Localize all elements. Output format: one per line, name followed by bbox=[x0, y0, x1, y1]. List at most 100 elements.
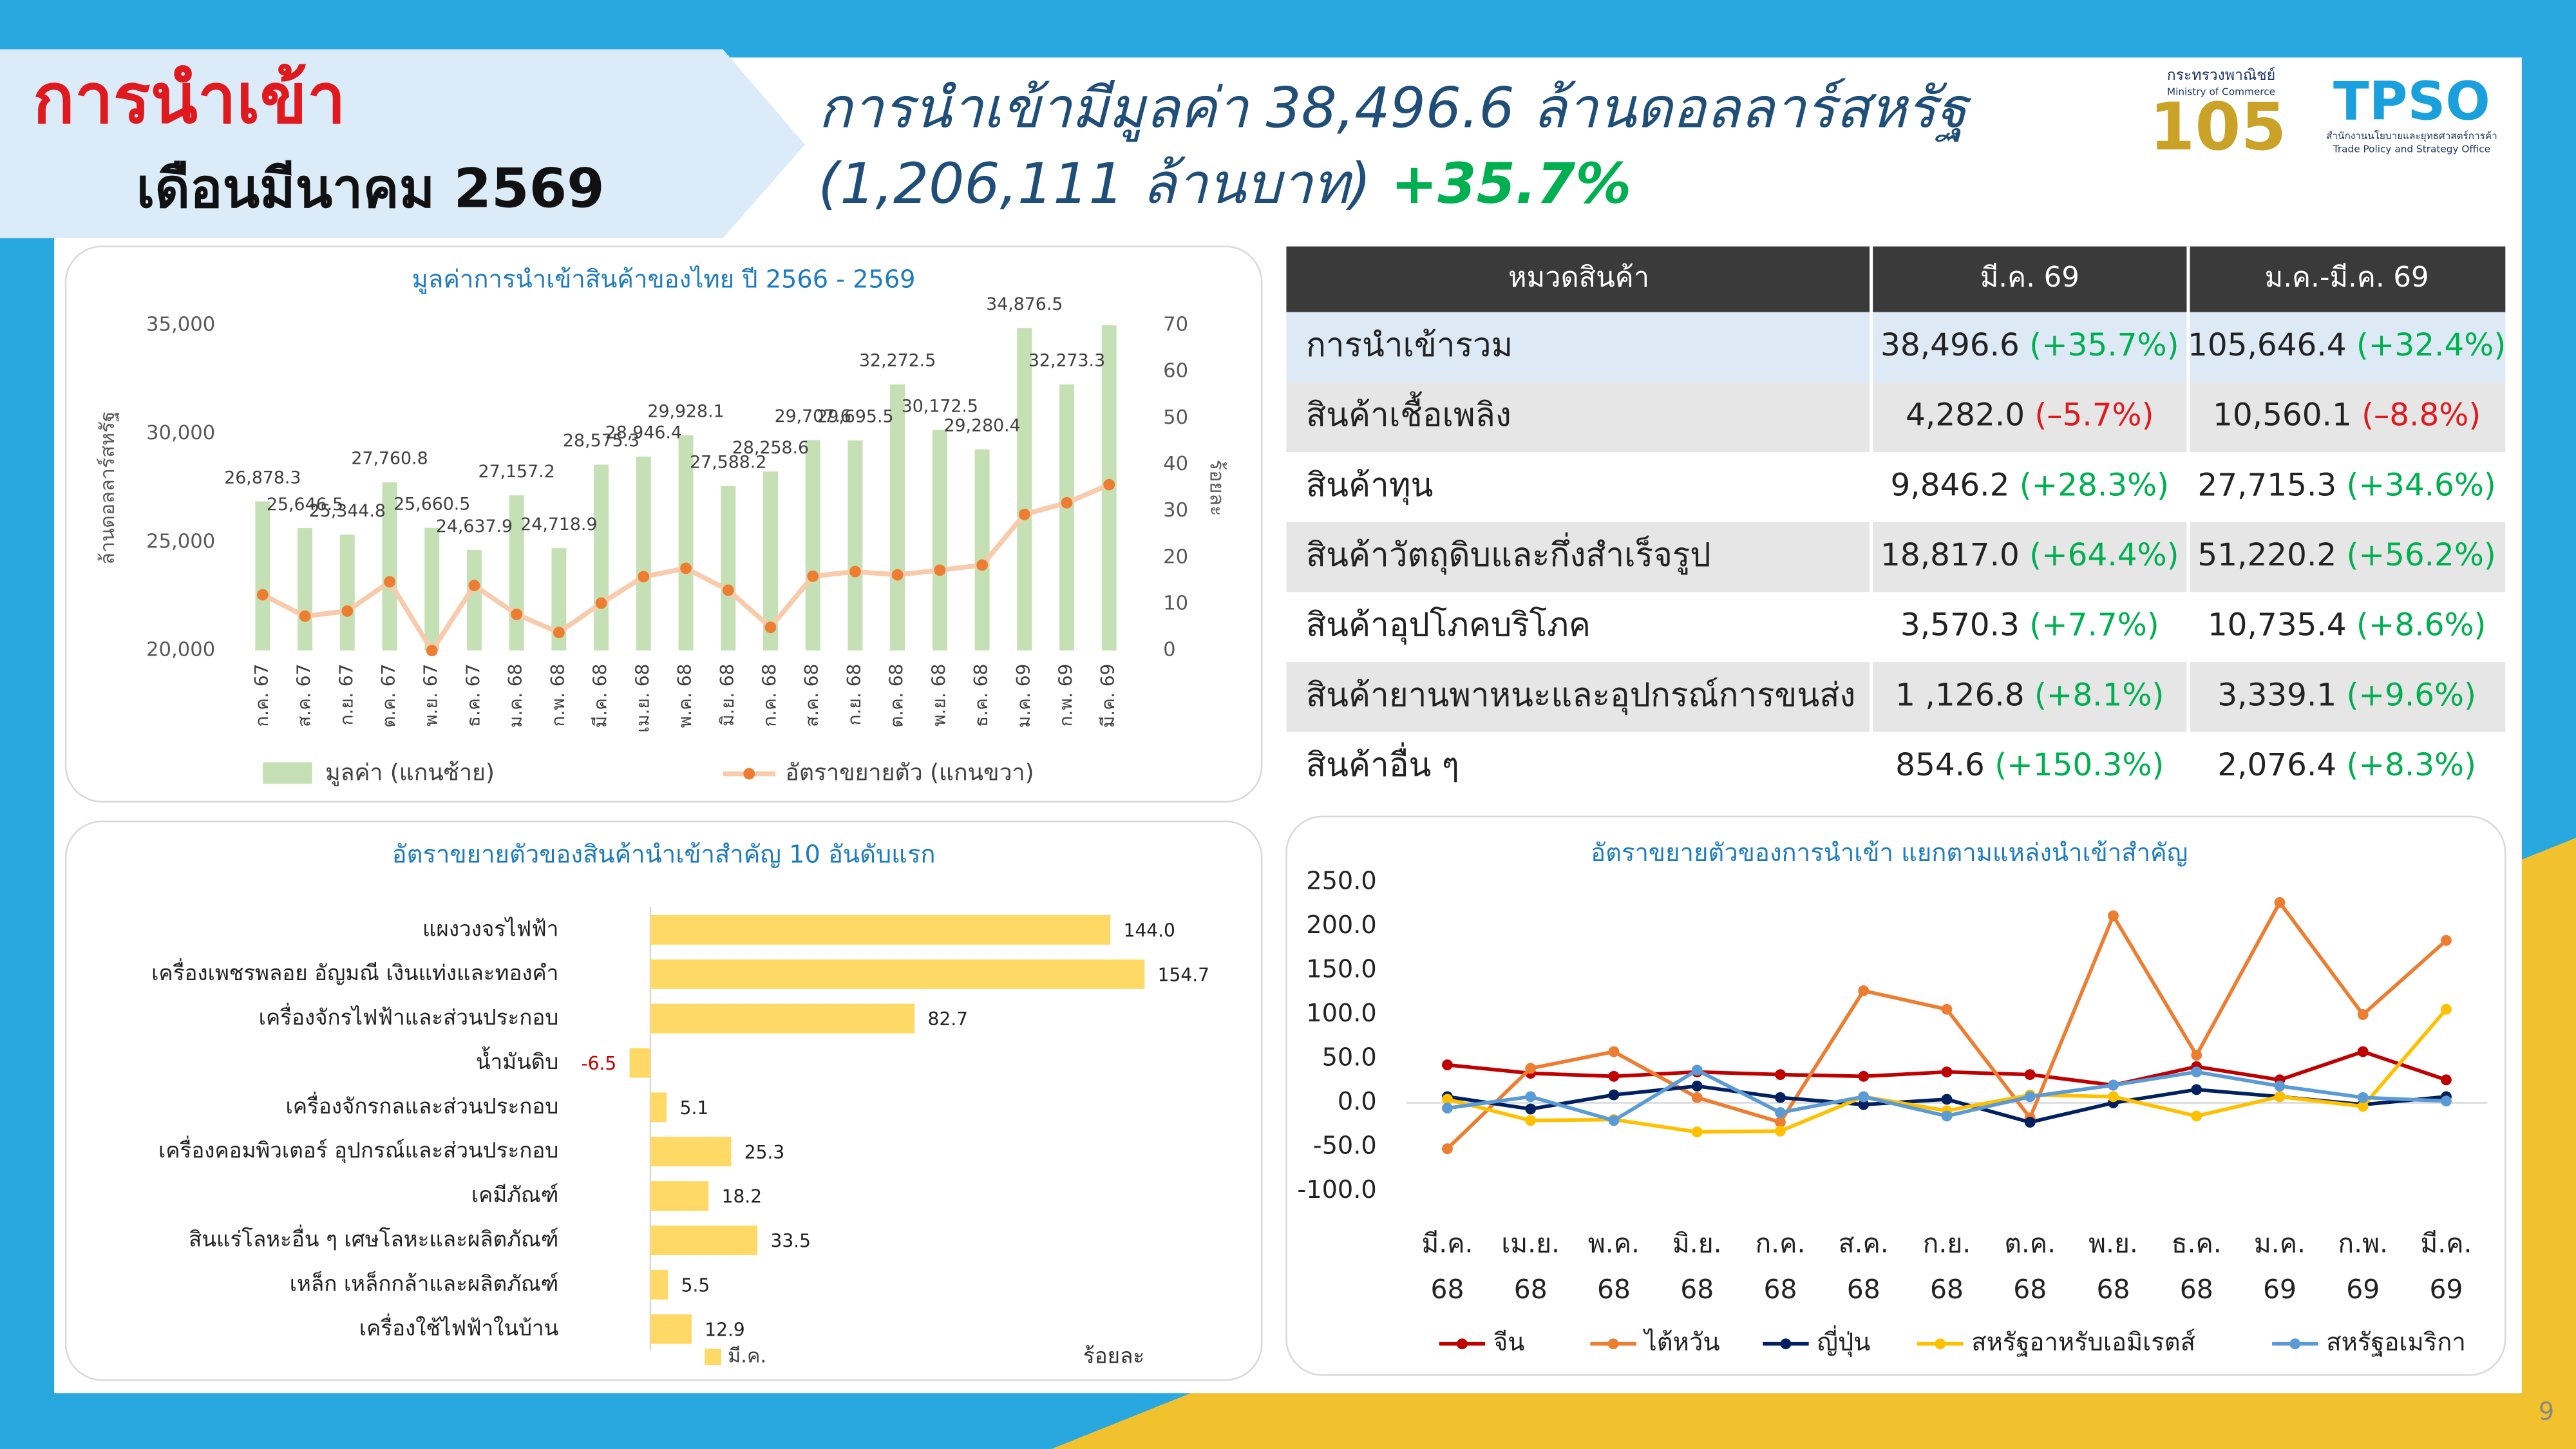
growth-point bbox=[1103, 478, 1115, 491]
growth-point bbox=[934, 564, 946, 576]
table-header-cell: มี.ค. 69 bbox=[1980, 261, 2079, 294]
series-point bbox=[1691, 1092, 1703, 1103]
legend-swatch bbox=[263, 762, 312, 784]
x-tick-label: ก.ค. 68 bbox=[1755, 1228, 1805, 1305]
table-cell: การนำเข้ารวม bbox=[1306, 327, 1513, 365]
category-label: สินแร่โลหะอื่น ๆ เศษโลหะและผลิตภัณฑ์ bbox=[189, 1225, 558, 1252]
bar-value-label: 27,760.8 bbox=[351, 449, 428, 469]
series-point bbox=[1442, 1059, 1453, 1070]
cell-growth: (+64.4%) bbox=[2029, 537, 2179, 573]
category-label: เครื่องคอมพิวเตอร์ อุปกรณ์และส่วนประกอบ bbox=[158, 1136, 558, 1164]
cell-growth: (–8.8%) bbox=[2362, 397, 2481, 433]
x-tick-label: ก.พ. 69 bbox=[2338, 1228, 2388, 1305]
table-row-bg bbox=[1286, 662, 2506, 732]
table-row-bg bbox=[1286, 592, 2506, 663]
chart3-panel bbox=[1285, 815, 2506, 1376]
chart1-panel bbox=[64, 245, 1263, 803]
x-tick-label: ธ.ค. 68 bbox=[971, 664, 992, 727]
tpso-th: สำนักงานนโยบายและยุทธศาสตร์การค้า bbox=[2326, 130, 2497, 142]
bar-value-label: 5.1 bbox=[680, 1097, 709, 1119]
y2-tick-label: 20 bbox=[1163, 545, 1188, 568]
series-point bbox=[1775, 1107, 1786, 1118]
y2-tick-label: 40 bbox=[1163, 453, 1188, 475]
series-point bbox=[1608, 1115, 1620, 1126]
y-tick-label: 20,000 bbox=[146, 639, 215, 661]
series-point bbox=[2108, 910, 2119, 922]
y-tick-label: 35,000 bbox=[146, 314, 215, 336]
headline: การนำเข้ามีมูลค่า 38,496.6 ล้านดอลลาร์สห… bbox=[818, 75, 1972, 142]
x-tick-label: มี.ค. 69 bbox=[2420, 1228, 2472, 1305]
series-point bbox=[1775, 1117, 1786, 1128]
table-cell: 9,846.2 (+28.3%) bbox=[1890, 467, 2169, 503]
table-row-bg bbox=[1286, 452, 2506, 522]
legend-swatch bbox=[1456, 1338, 1468, 1350]
table-cell: 10,560.1 (–8.8%) bbox=[2213, 397, 2481, 433]
table-cell: 10,735.4 (+8.6%) bbox=[2208, 607, 2486, 643]
series-point bbox=[2108, 1091, 2119, 1103]
cell-value: 27,715.3 bbox=[2197, 467, 2336, 503]
cell-value: 9,846.2 bbox=[1890, 467, 2009, 503]
cell-growth: (+56.2%) bbox=[2347, 537, 2496, 573]
table-cell: 105,646.4 (+32.4%) bbox=[2188, 327, 2506, 363]
legend-label: ไต้หวัน bbox=[1643, 1328, 1720, 1357]
table-cell: สินค้ายานพาหนะและอุปกรณ์การขนส่ง bbox=[1306, 676, 1855, 715]
bar-value-label: 25,646.5 bbox=[267, 495, 343, 515]
legend-label: สหรัฐอเมริกา bbox=[2326, 1328, 2466, 1357]
bar bbox=[298, 528, 313, 651]
series-point bbox=[2357, 1046, 2369, 1057]
y-tick-label: 250.0 bbox=[1306, 866, 1377, 895]
x-tick-label: พ.ค. 68 bbox=[674, 664, 696, 728]
category-label: เครื่องจักรกลและส่วนประกอบ bbox=[286, 1092, 559, 1119]
series-point bbox=[1858, 1091, 1870, 1103]
bar bbox=[721, 486, 736, 651]
y-tick-label: 200.0 bbox=[1306, 911, 1377, 940]
bar bbox=[650, 1226, 758, 1255]
x-tick-label: มิ.ย. 68 bbox=[1672, 1228, 1722, 1305]
x-axis-title: ร้อยละ bbox=[1083, 1343, 1144, 1368]
series-point bbox=[1941, 1094, 1953, 1105]
x-tick-label: เม.ย. 68 bbox=[1501, 1228, 1560, 1305]
cell-growth: (+8.6%) bbox=[2356, 607, 2486, 643]
y2-axis-title: ร้อยละ bbox=[1205, 460, 1227, 516]
series-point bbox=[2441, 934, 2452, 946]
series-point bbox=[1941, 1110, 1953, 1122]
bar bbox=[650, 1092, 667, 1122]
growth-point bbox=[511, 608, 523, 620]
y-tick-label: 25,000 bbox=[146, 530, 215, 553]
bar-value-label: -6.5 bbox=[582, 1053, 617, 1074]
y2-tick-label: 60 bbox=[1163, 360, 1188, 383]
y2-tick-label: 0 bbox=[1163, 639, 1175, 661]
y2-tick-label: 50 bbox=[1163, 406, 1188, 429]
bar bbox=[1059, 384, 1075, 651]
bar bbox=[466, 550, 482, 651]
cell-value: 105,646.4 bbox=[2188, 327, 2347, 363]
series-point bbox=[2441, 1095, 2452, 1107]
bar bbox=[678, 435, 694, 651]
legend-label: มี.ค. bbox=[728, 1345, 766, 1368]
x-tick-label: ก.พ. 68 bbox=[547, 664, 569, 727]
bars bbox=[255, 325, 1117, 651]
cell-growth: (+9.6%) bbox=[2347, 677, 2477, 713]
legend-swatch bbox=[743, 768, 755, 780]
series-point bbox=[1442, 1094, 1453, 1105]
tpso-en: Trade Policy and Strategy Office bbox=[2333, 144, 2490, 155]
series-point bbox=[1941, 1066, 1953, 1077]
chart3-title: อัตราขยายตัวของการนำเข้า แยกตามแหล่งนำเข… bbox=[1591, 838, 2188, 867]
growth-point bbox=[256, 589, 269, 601]
growth-point bbox=[722, 584, 734, 596]
table-row-bg bbox=[1286, 382, 2506, 453]
legend-label: ญี่ปุ่น bbox=[1817, 1325, 1870, 1357]
legend-swatch bbox=[705, 1349, 721, 1365]
series-point bbox=[2441, 1074, 2452, 1086]
x-tick-label: มี.ค. 68 bbox=[590, 664, 611, 728]
cell-growth: (+34.6%) bbox=[2347, 467, 2496, 503]
y-tick-label: 50.0 bbox=[1322, 1043, 1377, 1072]
growth-point bbox=[299, 610, 311, 622]
cell-growth: (+7.7%) bbox=[2029, 607, 2159, 643]
x-tick-label: ส.ค. 68 bbox=[801, 664, 822, 727]
headline-baht: (1,206,111 ล้านบาท) +35.7% bbox=[818, 151, 1631, 216]
y-tick-label: 150.0 bbox=[1306, 954, 1377, 983]
growth-point bbox=[1018, 508, 1030, 520]
